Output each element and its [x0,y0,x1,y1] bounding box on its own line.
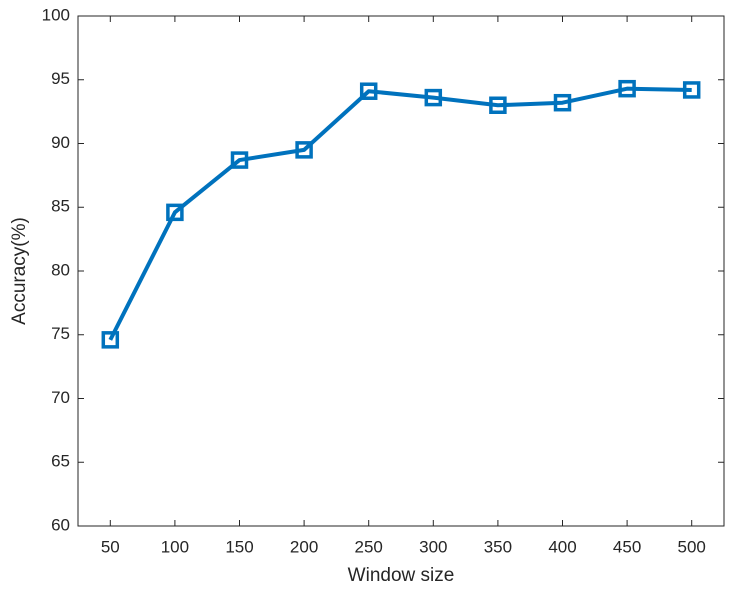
data-marker [359,82,378,100]
y-tick-label: 60 [51,515,70,534]
data-marker [101,331,120,349]
data-marker [553,93,572,112]
x-tick-label: 450 [613,537,641,556]
y-tick-label: 100 [42,5,70,24]
y-tick-label: 85 [51,197,70,216]
y-tick-label: 80 [51,260,70,279]
y-tick-label: 65 [51,452,70,471]
x-tick-label: 250 [355,537,383,556]
y-tick-label: 70 [51,388,70,407]
data-marker [166,203,184,222]
x-tick-label: 400 [548,537,576,556]
y-tick-label: 95 [51,69,70,88]
x-tick-label: 300 [419,537,447,556]
y-tick-label: 90 [51,133,70,152]
x-tick-label: 500 [678,537,706,556]
x-tick-label: 50 [101,537,120,556]
x-tick-label: 150 [225,537,253,556]
y-tick-label: 75 [51,324,70,343]
x-tick-label: 100 [161,537,189,556]
data-marker [618,79,636,98]
data-line [108,86,692,341]
x-tick-label: 200 [290,537,318,556]
data-marker [489,96,507,114]
data-marker [424,88,443,107]
y-axis-label: Accuracy(%) [9,217,30,325]
x-axis-label: Window size [348,565,455,586]
data-marker [682,81,701,99]
data-marker [230,151,249,169]
x-tick-label: 350 [484,537,512,556]
data-marker [295,141,313,159]
